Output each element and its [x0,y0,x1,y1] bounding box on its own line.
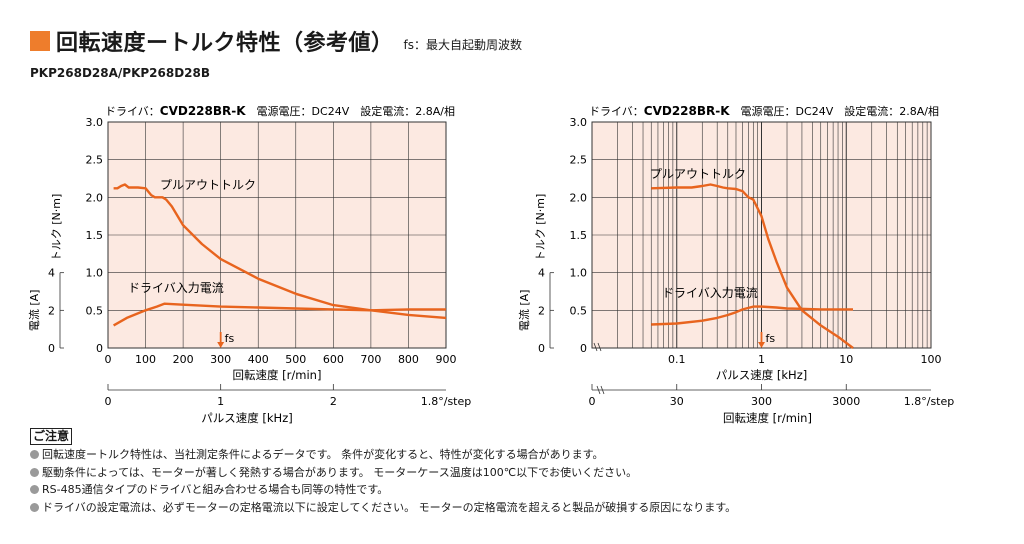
x-tick-label: 500 [285,353,306,366]
y-tick-label: 0.5 [570,304,588,317]
step-angle-label: 1.8°/step [904,395,955,408]
axis-break-icon [593,342,602,352]
current-tick-label: 0 [538,342,545,355]
pullout-torque-curve [651,183,854,349]
current-axis-label: 電流 [A] [27,290,41,332]
chart-log: ドライバ：CVD228BR-K 電源電圧：DC24V 設定電流：2.8A/相 0 0… [517,104,955,425]
secondary-axis-label: 回転速度 [r/min] [723,411,812,425]
note-item: 回転速度ートルク特性は、当社測定条件によるデータです。 条件が変化すると、特性が… [30,446,736,464]
input-current-label: ドライバ入力電流 [662,286,758,300]
chart-header: ドライバ：CVD228BR-K 電源電圧：DC24V 設定電流：2.8A/相 [589,104,939,118]
current-tick-label: 2 [538,304,545,317]
y-axis-label: トルク [N·m] [534,194,547,262]
x-tick-label: 10 [839,353,853,366]
bullet-icon [30,467,39,477]
page-subtitle: fs：最大自起動周波数 [403,37,522,52]
x-tick-label: 100 [135,353,156,366]
x-tick-label: 300 [210,353,231,366]
page-title: 回転速度ートルク特性（参考値） [56,31,394,56]
current-tick-label: 2 [48,304,55,317]
bullet-icon [30,485,39,494]
x-tick-label: 100 [921,353,942,366]
x-tick-label: 600 [323,353,344,366]
x-tick-label: 0 [105,353,112,366]
y-tick-label: 0 [96,342,103,355]
y-tick-label: 1.0 [86,267,104,280]
x-tick-label: 800 [398,353,419,366]
current-tick-label: 4 [538,267,545,280]
fs-label: fs [766,332,776,345]
x-tick-label: 0.1 [668,353,686,366]
y-tick-label: 1.0 [570,267,588,280]
y-tick-label: 2.5 [570,154,588,167]
x-axis-label: 回転速度 [r/min] [233,368,322,382]
y-tick-label: 2.0 [86,191,104,204]
pullout-torque-label: プルアウトトルク [160,178,256,192]
note-item: RS-485通信タイプのドライバと組み合わせる場合も同等の特性です。 [30,481,736,499]
axis-break-icon [596,385,605,395]
secondary-tick-label: 30 [670,395,684,408]
x-tick-label: 900 [436,353,457,366]
y-tick-label: 2.0 [570,191,588,204]
bullet-icon [30,502,39,512]
note-item: 駆動条件によっては、モーターが著しく発熱する場合があります。 モーターケース温度… [30,464,736,482]
y-tick-label: 0 [580,342,587,355]
x-tick-label: 700 [360,353,381,366]
secondary-axis-label: パルス速度 [kHz] [201,411,292,425]
section-marker-icon [30,31,50,51]
current-tick-label: 4 [48,267,55,280]
step-angle-label: 1.8°/step [421,395,472,408]
secondary-tick-label: 0 [589,395,596,408]
chart-header: ドライバ：CVD228BR-K 電源電圧：DC24V 設定電流：2.8A/相 [105,104,455,118]
x-tick-label: 200 [173,353,194,366]
notes-list: 回転速度ートルク特性は、当社測定条件によるデータです。 条件が変化すると、特性が… [30,446,736,516]
input-current-label: ドライバ入力電流 [128,281,224,295]
input-current-curve [651,305,853,326]
x-tick-label: 1 [758,353,765,366]
note-item: ドライバの設定電流は、必ずモーターの定格電流以下に設定してください。 モーターの… [30,499,736,517]
y-tick-label: 0.5 [86,304,104,317]
bullet-icon [30,450,39,459]
pullout-torque-label: プルアウトトルク [650,167,746,181]
pullout-torque-curve [113,183,447,320]
secondary-tick-label: 1 [217,395,224,408]
model-name: PKP268D28A/PKP268D28B [30,66,211,80]
secondary-tick-label: 300 [751,395,772,408]
y-tick-label: 3.0 [86,116,104,129]
x-tick-label: 400 [248,353,269,366]
y-tick-label: 2.5 [86,154,104,167]
secondary-tick-label: 2 [330,395,337,408]
x-axis-label: パルス速度 [kHz] [716,368,807,382]
notes-label: ご注意 [30,428,73,445]
y-tick-label: 1.5 [86,229,104,242]
section-header: 回転速度ートルク特性（参考値） fs：最大自起動周波数 [30,26,522,56]
fs-label: fs [225,332,235,345]
current-tick-label: 0 [48,342,55,355]
chart-linear: ドライバ：CVD228BR-K 電源電圧：DC24V 設定電流：2.8A/相00… [27,104,472,425]
secondary-tick-label: 3000 [832,395,860,408]
y-tick-label: 3.0 [570,116,588,129]
fs-arrow-head-icon [758,342,765,348]
current-axis-label: 電流 [A] [517,290,531,332]
input-current-curve [113,302,446,327]
secondary-tick-label: 0 [105,395,112,408]
fs-arrow-head-icon [217,342,225,348]
y-tick-label: 1.5 [570,229,588,242]
y-axis-label: トルク [N·m] [50,194,63,262]
